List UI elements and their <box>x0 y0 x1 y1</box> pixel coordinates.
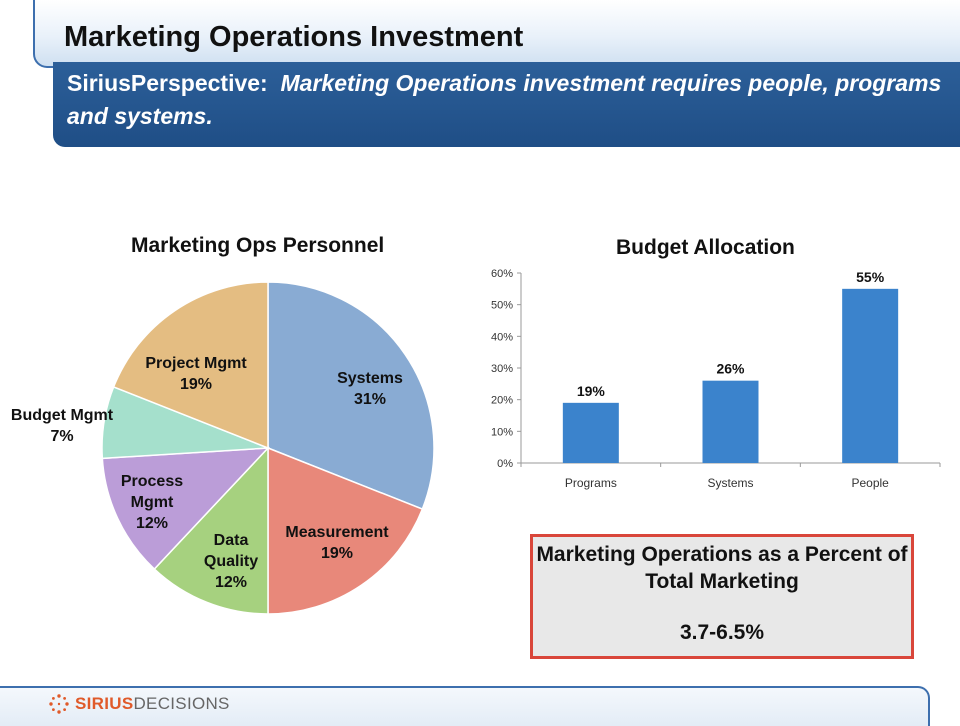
pie-slice-process-mgmt <box>101 447 270 571</box>
pie-label-data-quality: Data Quality 12% <box>204 532 258 591</box>
bar-systems <box>702 380 759 463</box>
info-box-value: 3.7-6.5% <box>679 621 765 644</box>
slide-title: Marketing Operations Investment <box>64 21 524 53</box>
bar-chart-title: Budget Allocation <box>616 236 795 259</box>
pie-slice-measurement <box>267 446 424 615</box>
perspective-label: SiriusPerspective: <box>67 70 268 96</box>
bar-people <box>842 288 899 463</box>
x-tick-label-systems: Systems <box>707 476 753 490</box>
y-tick-label: 40% <box>491 331 513 343</box>
sirius-decisions-logo: SIRIUSDECISIONS <box>48 693 230 715</box>
perspective-banner <box>53 62 960 147</box>
pie-slice-project-mgmt <box>112 281 269 450</box>
pie-slice-data-quality <box>153 446 269 615</box>
y-tick-label: 10% <box>491 426 513 438</box>
sirius-burst-icon <box>49 694 69 714</box>
x-tick-label-programs: Programs <box>565 476 617 490</box>
logo-wordmark-bold: SIRIUS <box>75 694 134 713</box>
logo-wordmark: SIRIUSDECISIONS <box>75 694 230 714</box>
pie-label-measurement: Measurement 19% <box>285 524 389 562</box>
perspective-statement: Marketing Operations investment requires… <box>67 70 942 129</box>
pie-label-process-mgmt: Process Mgmt 12% <box>121 473 183 532</box>
x-tick-label-people: People <box>851 476 889 490</box>
pie-label-systems: Systems 31% <box>337 370 403 408</box>
pie-slice-systems <box>267 281 435 511</box>
bar-programs <box>562 402 619 463</box>
pie-label-project-mgmt: Project Mgmt 19% <box>145 355 247 393</box>
y-tick-label: 50% <box>491 300 513 312</box>
bar-data-label-systems: 26% <box>716 361 745 377</box>
bar-data-label-people: 55% <box>856 269 885 285</box>
y-tick-label: 30% <box>491 363 513 375</box>
percent-of-marketing-box: Marketing Operations as a Percent of Tot… <box>530 534 914 659</box>
logo-wordmark-rest: DECISIONS <box>133 694 230 713</box>
pie-chart-title: Marketing Ops Personnel <box>131 234 385 257</box>
footer-bar <box>0 686 930 726</box>
info-box-title: Marketing Operations as a Percent of Tot… <box>536 543 908 593</box>
pie-label-budget-mgmt: Budget Mgmt 7% <box>11 407 114 445</box>
y-tick-label: 20% <box>491 395 513 407</box>
perspective-text: SiriusPerspective: Marketing Operations … <box>67 67 957 133</box>
y-tick-label: 0% <box>497 458 513 470</box>
bar-data-label-programs: 19% <box>577 383 606 399</box>
y-tick-label: 60% <box>491 268 513 280</box>
